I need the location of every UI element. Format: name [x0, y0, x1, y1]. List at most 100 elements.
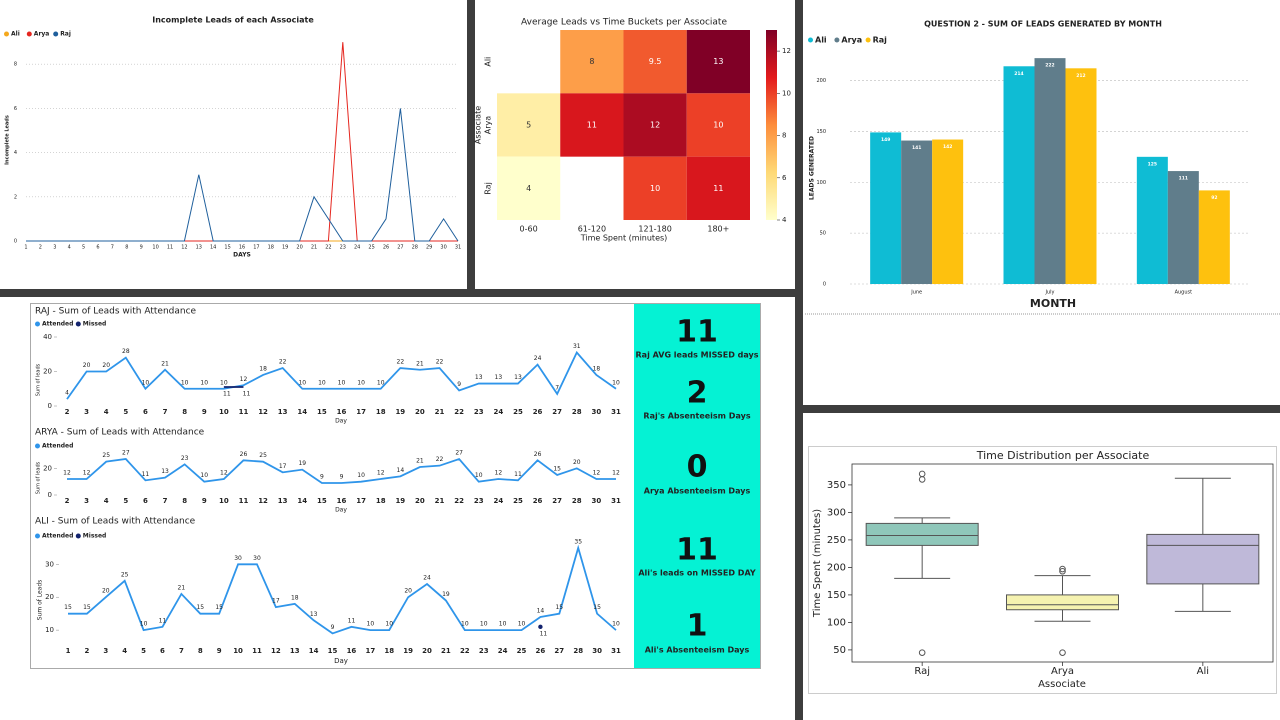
x-tick-label: 4 — [68, 245, 71, 251]
kpi-label: Arya Absenteeism Days — [644, 487, 751, 496]
x-tick-label: 14 — [297, 497, 307, 505]
data-label: 4 — [65, 390, 69, 397]
outlier — [1059, 565, 1066, 573]
x-tick-label: Ali — [1197, 666, 1209, 677]
x-tick-label: 14 — [309, 647, 319, 655]
heatmap-cell — [623, 93, 687, 157]
x-tick-label: 19 — [395, 408, 405, 416]
cell-label: 8 — [589, 57, 594, 66]
x-tick-label: 9 — [202, 408, 207, 416]
x-tick-label: 9 — [140, 245, 143, 251]
x-tick-label: 22 — [325, 245, 331, 251]
x-tick-label: 15 — [317, 408, 327, 416]
data-label: 11 — [514, 471, 522, 478]
kpi-value: 0 — [687, 450, 708, 485]
colorbar-tick-label: 8 — [782, 132, 786, 140]
x-tick-label: 20 — [415, 408, 425, 416]
y-tick-label: 250 — [827, 535, 846, 546]
x-tick-label: 11 — [167, 245, 173, 251]
divider — [467, 0, 475, 292]
y-tick-label: 200 — [816, 78, 826, 84]
bar — [1034, 58, 1066, 284]
x-tick-label: 15 — [317, 497, 327, 505]
x-tick-label: 18 — [376, 408, 386, 416]
x-tick-label: 6 — [143, 408, 148, 416]
data-label: 10 — [357, 379, 365, 386]
x-tick-label: 25 — [513, 497, 523, 505]
bar — [1136, 156, 1168, 284]
cell-label: 13 — [713, 57, 723, 66]
data-label: 11 — [348, 617, 356, 624]
divider — [795, 0, 803, 720]
x-tick-label: 26 — [536, 647, 546, 655]
x-tick-label: 14 — [297, 408, 307, 416]
x-tick-label: 2 — [65, 408, 70, 416]
data-label: 13 — [475, 374, 483, 381]
data-label: 19 — [442, 591, 450, 598]
data-label: 214 — [1014, 71, 1023, 77]
x-tick-label: 28 — [572, 497, 582, 505]
data-label: 31 — [573, 343, 581, 350]
x-tick-label: 15 — [224, 245, 230, 251]
legend-swatch — [53, 31, 59, 37]
x-tick-label: 23 — [474, 497, 484, 505]
x-tick-label: 31 — [611, 408, 621, 416]
x-tick-label: 21 — [435, 408, 445, 416]
data-label: 24 — [534, 355, 542, 362]
data-label: 10 — [385, 621, 393, 628]
kpi-label: Raj's Absenteeism Days — [643, 412, 750, 421]
legend-label: Arya — [841, 36, 862, 45]
x-tick-label: 8 — [182, 497, 187, 505]
x-tick-label: 14 — [210, 245, 216, 251]
x-tick-label: 19 — [395, 497, 405, 505]
x-tick-label: 29 — [426, 245, 432, 251]
cell-label: 9.5 — [649, 57, 662, 66]
x-tick-label: 30 — [592, 497, 602, 505]
x-tick-label: 18 — [376, 497, 386, 505]
heatmap-cell — [623, 30, 687, 94]
data-label: 10 — [220, 379, 228, 386]
data-label: 25 — [259, 452, 267, 459]
heatmap-cell — [686, 30, 750, 94]
data-label: 30 — [253, 555, 261, 562]
data-label: 10 — [367, 621, 375, 628]
x-tick-label: 7 — [179, 647, 184, 655]
data-label: 10 — [518, 621, 526, 628]
x-tick-label: 8 — [198, 647, 203, 655]
data-label: 12 — [220, 470, 228, 477]
heatmap-cell — [686, 156, 750, 220]
x-tick-label: 30 — [440, 245, 446, 251]
outlier — [1059, 649, 1066, 656]
x-tick-label: 27 — [397, 245, 403, 251]
data-label: 15 — [593, 604, 601, 611]
data-line — [67, 457, 616, 484]
chart-title: Average Leads vs Time Buckets per Associ… — [521, 18, 727, 28]
data-label: 10 — [480, 621, 488, 628]
y-axis-label: Sum of leads — [36, 363, 42, 396]
x-tick-label: 22 — [454, 408, 464, 416]
legend-label: Missed — [83, 321, 107, 328]
x-tick-label: 0-60 — [520, 225, 538, 234]
x-tick-label: 1 — [24, 245, 27, 251]
x-tick-label: 11 — [239, 497, 249, 505]
legend-label: Missed — [83, 533, 107, 540]
x-tick-label: 21 — [435, 497, 445, 505]
outlier — [1059, 567, 1066, 575]
data-line — [68, 544, 617, 635]
y-tick-label: 0 — [14, 239, 17, 245]
data-label: 222 — [1045, 63, 1054, 69]
x-tick-label: 21 — [441, 647, 451, 655]
data-line — [26, 108, 459, 242]
data-label: 21 — [161, 360, 169, 367]
data-label: 20 — [102, 588, 110, 595]
x-tick-label: 13 — [196, 245, 202, 251]
data-label: 18 — [259, 365, 267, 372]
data-point — [538, 624, 543, 630]
cell-label: 10 — [713, 121, 723, 130]
data-label: 111 — [1179, 176, 1188, 182]
y-axis-label: LEADS GENERATED — [809, 136, 816, 200]
x-tick-label: 28 — [412, 245, 418, 251]
x-tick-label: 10 — [219, 497, 229, 505]
legend-swatch — [75, 321, 81, 327]
data-label: 12 — [377, 470, 385, 477]
